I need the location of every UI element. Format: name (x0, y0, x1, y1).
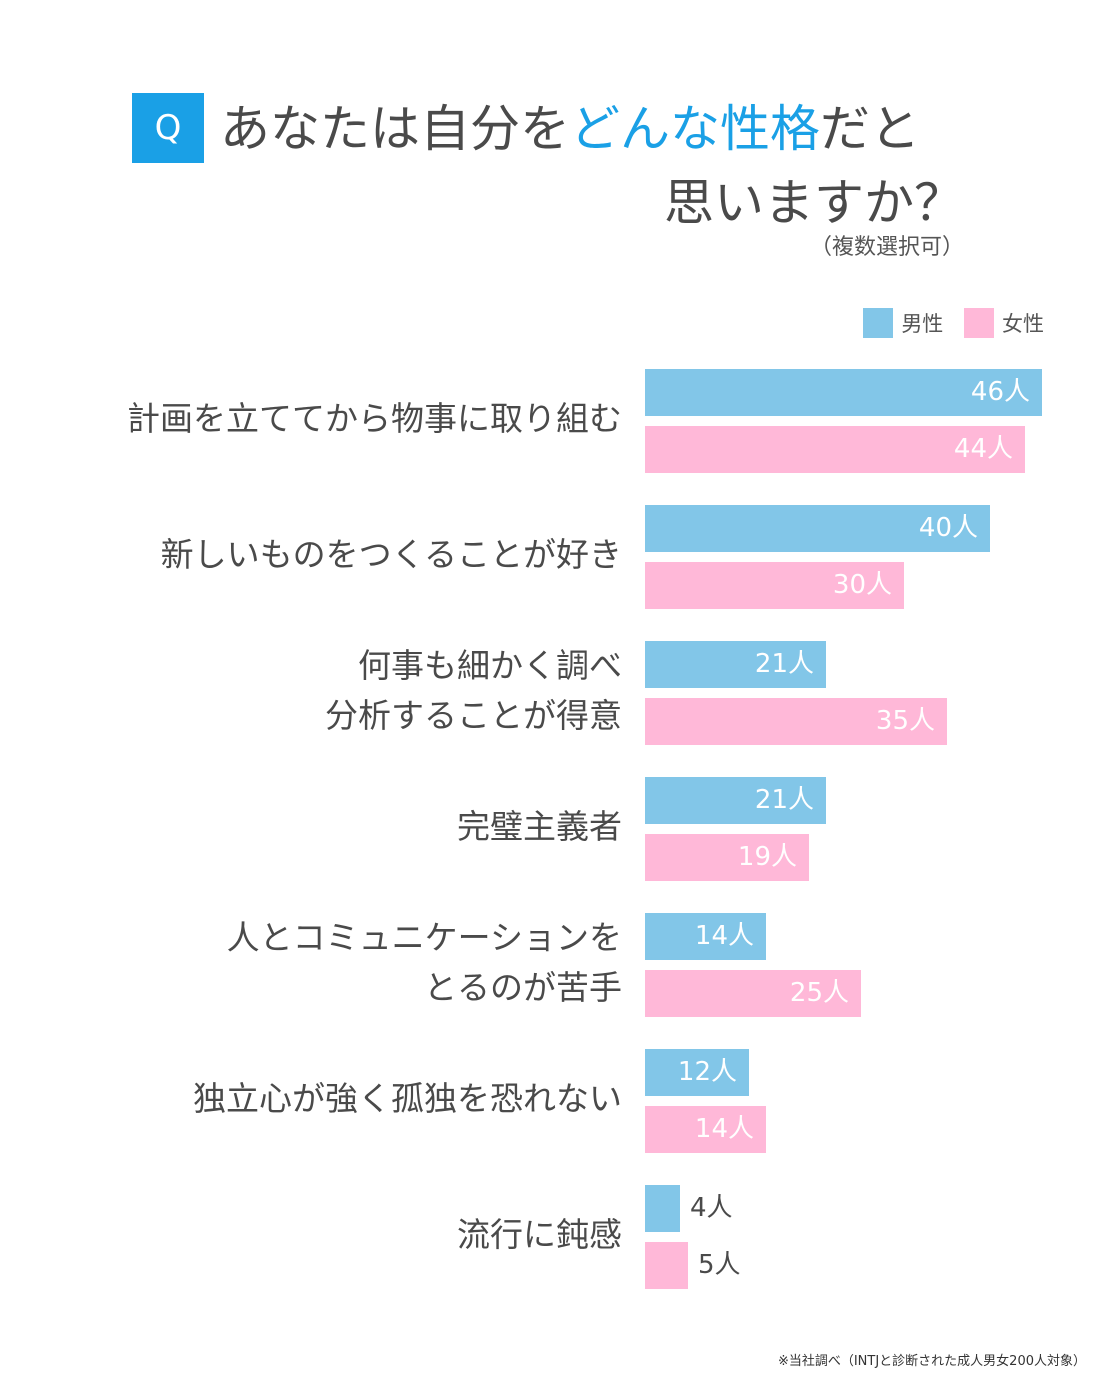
category-label: 新しいものをつくることが好き (22, 530, 622, 580)
bar-male (645, 777, 826, 824)
category-label-line: 人とコミュニケーションを (226, 918, 622, 957)
bar-female (645, 834, 809, 881)
bar-male (645, 1049, 749, 1096)
data-label-female: 5人 (698, 1250, 741, 1280)
data-label-male: 14人 (694, 921, 754, 951)
data-label-female: 44人 (953, 434, 1013, 464)
data-label-male: 21人 (754, 649, 814, 679)
title-pre: あなたは自分を (220, 100, 570, 158)
bar-male (645, 641, 826, 688)
legend-item-male: 男性 (863, 308, 943, 338)
bar-male (645, 369, 1042, 416)
bar-female (645, 1242, 688, 1289)
legend: 男性 女性 (849, 308, 1044, 338)
bar-female (645, 562, 904, 609)
category-label-line: 新しいものをつくることが好き (160, 535, 622, 574)
bar-female (645, 970, 861, 1017)
data-label-female: 30人 (832, 570, 892, 600)
category-label-line: 完璧主義者 (457, 807, 622, 846)
category-label-line: 流行に鈍感 (457, 1215, 622, 1254)
category-label-line: 計画を立ててから物事に取り組む (127, 399, 622, 438)
bar-female (645, 1106, 766, 1153)
data-label-female: 25人 (789, 978, 849, 1008)
data-label-male: 40人 (918, 513, 978, 543)
chart-title-line1: あなたは自分をどんな性格だと (220, 94, 920, 164)
category-label-line: 分析することが得意 (325, 696, 622, 735)
data-label-female: 14人 (694, 1114, 754, 1144)
bar-male (645, 505, 990, 552)
data-label-male: 21人 (754, 785, 814, 815)
bar-female (645, 426, 1025, 473)
data-label-male: 4人 (690, 1193, 733, 1223)
bar-male (645, 1185, 680, 1232)
category-label: 完璧主義者 (22, 802, 622, 852)
question-badge: Q (132, 93, 204, 163)
category-label: 独立心が強く孤独を恐れない (22, 1074, 622, 1124)
category-label-line: とるのが苦手 (424, 968, 622, 1007)
legend-swatch-male (863, 308, 894, 338)
chart-subtitle: （複数選択可） (809, 235, 964, 260)
legend-swatch-female (964, 308, 994, 338)
footnote: ※当社調べ（INTJと診断された成人男女200人対象） (777, 1354, 1086, 1369)
category-label-line: 何事も細かく調べ (358, 646, 622, 685)
category-label-line: 独立心が強く孤独を恐れない (193, 1079, 622, 1118)
data-label-female: 35人 (875, 706, 935, 736)
data-label-male: 12人 (677, 1057, 737, 1087)
data-label-male: 46人 (970, 377, 1030, 407)
data-label-female: 19人 (737, 842, 797, 872)
title-post: だと (820, 100, 920, 158)
category-label: 人とコミュニケーションをとるのが苦手 (22, 913, 622, 1013)
category-label: 計画を立ててから物事に取り組む (22, 394, 622, 444)
legend-label-male: 男性 (901, 312, 944, 336)
bar-female (645, 698, 947, 745)
chart-title-line2: 思いますか？ (664, 174, 964, 232)
bar-male (645, 913, 766, 960)
legend-item-female: 女性 (964, 308, 1044, 338)
category-label: 何事も細かく調べ分析することが得意 (22, 641, 622, 741)
legend-label-female: 女性 (1002, 312, 1044, 336)
category-label: 流行に鈍感 (22, 1210, 622, 1260)
title-highlight: どんな性格 (570, 100, 820, 158)
